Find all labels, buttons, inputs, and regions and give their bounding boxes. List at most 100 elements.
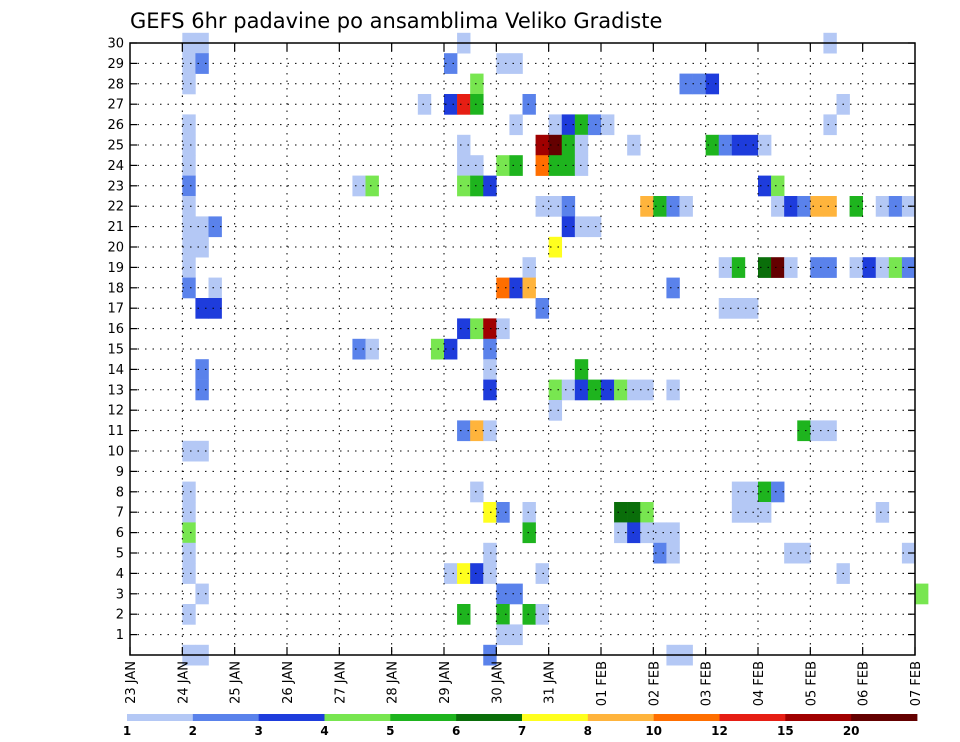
precip-cell [653, 196, 667, 217]
precip-cell [535, 196, 549, 217]
precip-cell [195, 298, 209, 319]
precip-cell [483, 563, 497, 584]
grid-lines [130, 42, 915, 655]
precip-cell [692, 73, 706, 95]
precip-cell [823, 257, 837, 278]
precip-cell [483, 318, 497, 340]
precip-cell [744, 502, 759, 523]
precip-cell [352, 338, 366, 360]
precip-cell [195, 236, 209, 258]
x-tick-label: 27 JAN [333, 661, 348, 704]
precip-cell [457, 318, 471, 340]
precip-cell [758, 175, 772, 197]
precip-cell [535, 134, 549, 156]
precip-cell [483, 175, 497, 197]
precip-cell [522, 257, 536, 278]
precip-cell [758, 481, 772, 503]
colorbar-swatch [456, 714, 523, 721]
colorbar-swatch [653, 714, 720, 721]
precip-cell [666, 542, 680, 564]
precip-cell [496, 277, 510, 299]
precip-cell [208, 298, 222, 319]
colorbar-label: 4 [320, 724, 328, 738]
precip-cell [744, 481, 759, 503]
precip-cell [365, 175, 379, 197]
precip-cell [771, 196, 785, 217]
precip-cell [771, 257, 785, 278]
colorbar-swatch [390, 714, 457, 721]
precip-cell [182, 563, 196, 584]
precip-cell [522, 94, 536, 115]
x-tick-label: 23 JAN [124, 661, 139, 704]
y-tick-label: 2 [116, 608, 124, 623]
precip-cell [666, 522, 680, 544]
precip-cell [182, 502, 196, 523]
precip-cell [849, 257, 863, 278]
precip-cell [195, 440, 209, 462]
colorbar-label: 1 [123, 724, 131, 738]
precip-cell [195, 216, 209, 238]
precip-cell [640, 379, 654, 401]
precip-cell [862, 257, 877, 278]
precip-cell [797, 196, 811, 217]
y-tick-label: 29 [107, 57, 124, 72]
precip-cell [849, 196, 863, 217]
y-tick-label: 7 [116, 506, 124, 521]
precip-cell [574, 379, 589, 401]
precip-cell [587, 379, 602, 401]
precip-cell [483, 379, 497, 401]
precip-cell [797, 542, 811, 564]
precip-cell [823, 420, 837, 442]
precip-cell [561, 216, 576, 238]
precip-cell [823, 196, 837, 217]
precip-cell [470, 318, 484, 340]
precip-cell [182, 522, 196, 544]
x-tick-label: 02 FEB [647, 661, 662, 706]
precip-cell [509, 583, 523, 605]
y-tick-label: 20 [107, 241, 124, 256]
y-tick-label: 1 [116, 628, 124, 643]
colorbar-label: 8 [584, 724, 592, 738]
precip-cell [875, 257, 890, 278]
precip-cell [470, 175, 484, 197]
precip-cell [640, 502, 654, 523]
precip-cell [496, 604, 510, 625]
precip-cell [470, 420, 484, 442]
y-tick-label: 8 [116, 485, 124, 500]
colorbar-swatch [258, 714, 325, 721]
precip-cell [797, 420, 811, 442]
precip-cell [915, 583, 929, 605]
y-tick-label: 25 [107, 139, 124, 154]
colorbar-swatch [719, 714, 786, 721]
y-tick-label: 6 [116, 526, 124, 541]
precip-cell [522, 502, 536, 523]
precip-cell [496, 318, 510, 340]
precip-cell [457, 175, 471, 197]
precip-cell [509, 277, 523, 299]
precip-cell [182, 196, 196, 217]
precip-cell [522, 522, 536, 544]
precip-cell [561, 134, 576, 156]
precip-cell [666, 277, 680, 299]
precip-cell [666, 196, 680, 217]
precip-cell [457, 155, 471, 176]
precip-cell [548, 379, 563, 401]
precip-cell [444, 338, 458, 360]
precip-cell [640, 522, 654, 544]
x-axis: 23 JAN 24 JAN 25 JAN 26 JAN 27 JAN 28 JAN 29 J… [124, 43, 924, 706]
precip-cell [718, 134, 733, 156]
y-axis: 1234567891011121314151617181920212223242… [107, 37, 915, 643]
precip-cell [535, 155, 549, 176]
x-tick-label: 26 JAN [281, 661, 296, 704]
y-tick-label: 10 [107, 445, 124, 460]
precip-cell [195, 359, 209, 380]
colorbar-swatch [785, 714, 852, 721]
y-tick-label: 27 [107, 98, 124, 113]
precip-cell [823, 114, 837, 136]
colorbar-label: 20 [843, 724, 860, 738]
precip-cell [509, 53, 523, 74]
precip-cell [182, 277, 196, 299]
precip-cell [574, 114, 589, 136]
y-tick-label: 9 [116, 465, 124, 480]
